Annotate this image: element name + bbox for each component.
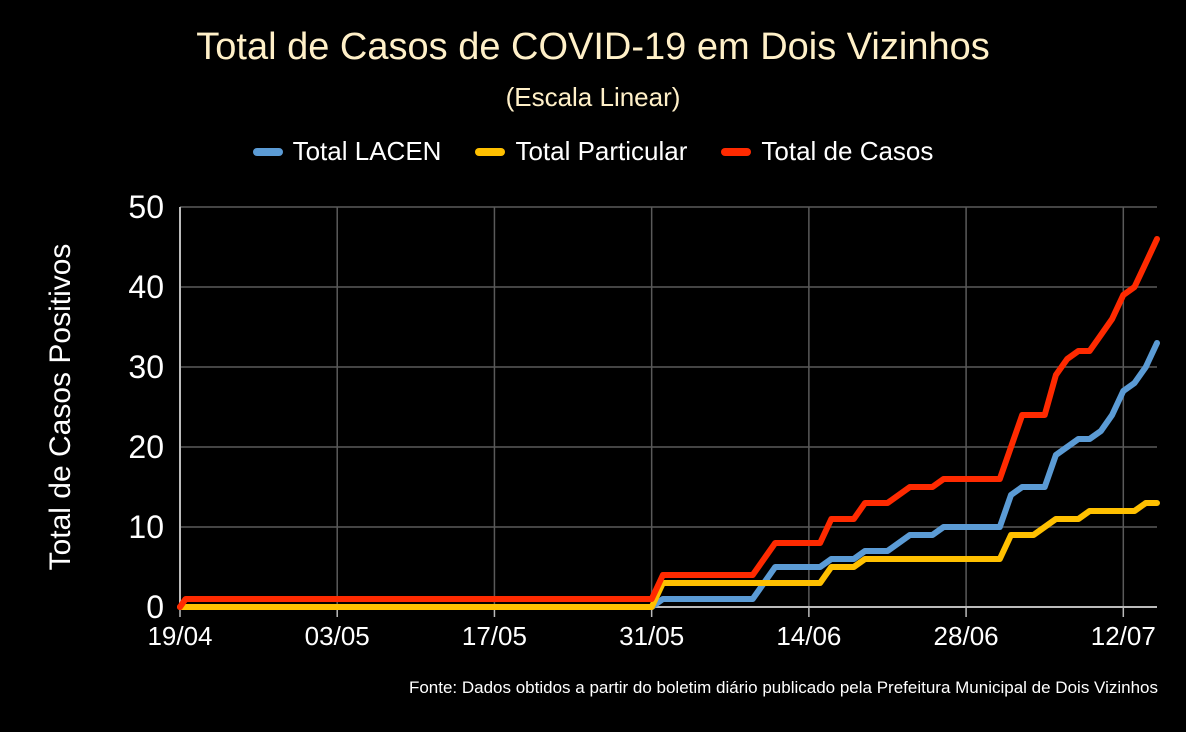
source-note: Fonte: Dados obtidos a partir do boletim… (408, 678, 1158, 697)
legend-swatch-total (721, 147, 752, 156)
x-tick-label: 17/05 (462, 621, 527, 651)
series-line-0 (177, 340, 1160, 610)
y-tick-label: 10 (128, 509, 164, 545)
legend-label-total: Total de Casos (761, 136, 934, 166)
legend-swatch-particular (475, 147, 506, 156)
x-tick-label: 28/06 (934, 621, 999, 651)
x-tick-label: 03/05 (305, 621, 370, 651)
chart-title: Total de Casos de COVID-19 em Dois Vizin… (196, 26, 990, 68)
x-tick-label: 31/05 (619, 621, 684, 651)
y-tick-label: 30 (128, 349, 164, 385)
legend-entry-particular: Total Particular (475, 136, 687, 167)
y-tick-label: 0 (146, 589, 164, 625)
series-line-1 (177, 500, 1160, 610)
x-tick-label: 19/04 (147, 621, 212, 651)
legend-label-lacen: Total LACEN (292, 136, 442, 166)
y-tick-label: 20 (128, 429, 164, 465)
y-axis-title: Total de Casos Positivos (44, 244, 77, 571)
legend-swatch-lacen (252, 147, 283, 156)
legend-entry-total: Total de Casos (721, 136, 933, 167)
y-tick-label: 40 (128, 269, 164, 305)
y-tick-label: 50 (128, 189, 164, 225)
chart-subtitle: (Escala Linear) (505, 82, 681, 112)
legend-label-particular: Total Particular (515, 136, 688, 166)
x-tick-label: 14/06 (776, 621, 841, 651)
series-line-2 (177, 236, 1160, 610)
legend: Total LACEN Total Particular Total de Ca… (0, 136, 1186, 167)
legend-entry-lacen: Total LACEN (252, 136, 442, 167)
x-tick-label: 12/07 (1091, 621, 1156, 651)
